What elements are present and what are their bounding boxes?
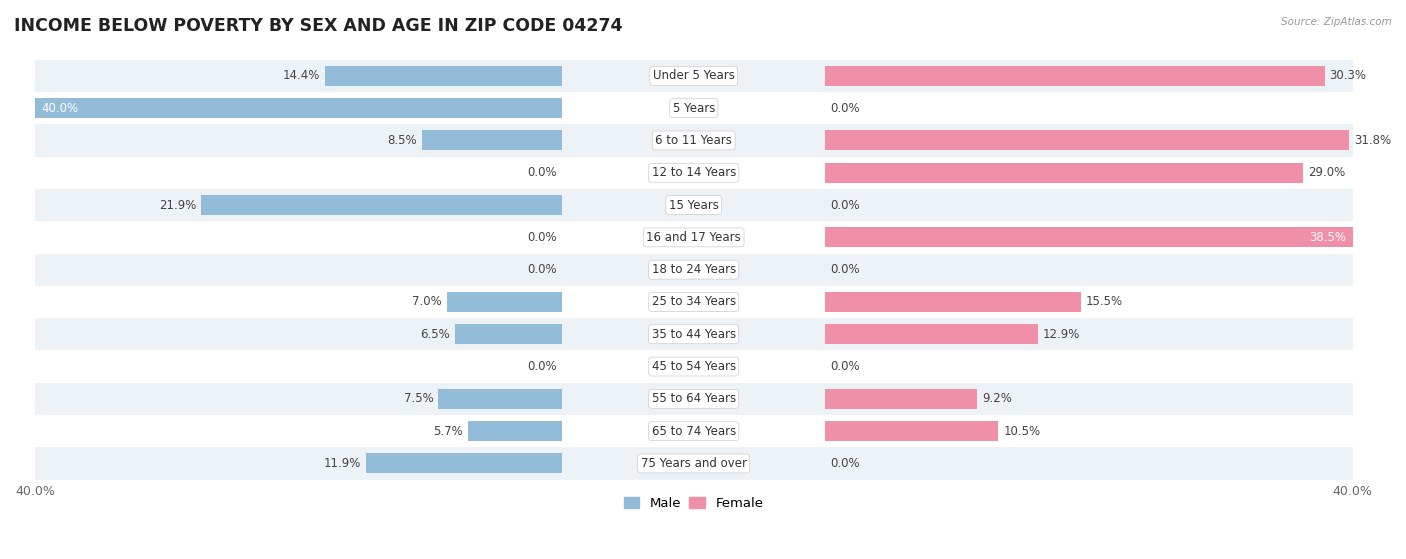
Text: 9.2%: 9.2% bbox=[981, 392, 1012, 405]
Text: 0.0%: 0.0% bbox=[831, 102, 860, 115]
Bar bbox=[447, 292, 562, 312]
Text: INCOME BELOW POVERTY BY SEX AND AGE IN ZIP CODE 04274: INCOME BELOW POVERTY BY SEX AND AGE IN Z… bbox=[14, 17, 623, 35]
Bar bbox=[825, 130, 1350, 150]
Text: 12 to 14 Years: 12 to 14 Years bbox=[651, 166, 735, 179]
Bar bbox=[825, 292, 1081, 312]
Text: 45 to 54 Years: 45 to 54 Years bbox=[651, 360, 735, 373]
Text: 35 to 44 Years: 35 to 44 Years bbox=[651, 328, 735, 341]
Text: 18 to 24 Years: 18 to 24 Years bbox=[651, 263, 735, 276]
Bar bbox=[825, 324, 1038, 344]
Bar bbox=[35, 318, 1353, 350]
Text: 0.0%: 0.0% bbox=[831, 263, 860, 276]
Text: 12.9%: 12.9% bbox=[1043, 328, 1080, 341]
Bar bbox=[825, 228, 1406, 248]
Text: 25 to 34 Years: 25 to 34 Years bbox=[651, 296, 735, 309]
Text: 15 Years: 15 Years bbox=[669, 198, 718, 211]
Bar bbox=[35, 447, 1353, 480]
Bar bbox=[35, 92, 1353, 124]
Text: 10.5%: 10.5% bbox=[1004, 425, 1040, 438]
Bar bbox=[825, 163, 1303, 183]
Text: 0.0%: 0.0% bbox=[527, 360, 557, 373]
Text: 7.5%: 7.5% bbox=[404, 392, 433, 405]
Bar bbox=[439, 389, 562, 409]
Text: 0.0%: 0.0% bbox=[527, 231, 557, 244]
Bar bbox=[35, 157, 1353, 189]
Text: 55 to 64 Years: 55 to 64 Years bbox=[651, 392, 735, 405]
Text: 11.9%: 11.9% bbox=[323, 457, 361, 470]
Bar bbox=[35, 124, 1353, 157]
Bar bbox=[35, 189, 1353, 221]
Bar bbox=[35, 415, 1353, 447]
Text: 38.5%: 38.5% bbox=[1309, 231, 1346, 244]
Text: 65 to 74 Years: 65 to 74 Years bbox=[651, 425, 735, 438]
Text: 31.8%: 31.8% bbox=[1354, 134, 1392, 147]
Text: 5.7%: 5.7% bbox=[433, 425, 463, 438]
Bar bbox=[201, 195, 562, 215]
Bar bbox=[35, 254, 1353, 286]
Bar bbox=[422, 130, 562, 150]
Text: 14.4%: 14.4% bbox=[283, 69, 319, 82]
Bar bbox=[366, 453, 562, 473]
Text: 0.0%: 0.0% bbox=[527, 166, 557, 179]
Text: 21.9%: 21.9% bbox=[159, 198, 197, 211]
Bar bbox=[0, 98, 562, 118]
Text: 0.0%: 0.0% bbox=[831, 360, 860, 373]
Text: 0.0%: 0.0% bbox=[527, 263, 557, 276]
Text: 75 Years and over: 75 Years and over bbox=[641, 457, 747, 470]
Bar bbox=[825, 66, 1324, 86]
Text: 6.5%: 6.5% bbox=[420, 328, 450, 341]
Text: 6 to 11 Years: 6 to 11 Years bbox=[655, 134, 733, 147]
Bar bbox=[35, 60, 1353, 92]
Bar bbox=[325, 66, 562, 86]
Bar bbox=[35, 286, 1353, 318]
Bar bbox=[468, 421, 562, 441]
Text: Source: ZipAtlas.com: Source: ZipAtlas.com bbox=[1281, 17, 1392, 27]
Text: 7.0%: 7.0% bbox=[412, 296, 441, 309]
Bar bbox=[456, 324, 562, 344]
Text: 29.0%: 29.0% bbox=[1308, 166, 1346, 179]
Legend: Male, Female: Male, Female bbox=[619, 491, 769, 515]
Bar bbox=[35, 221, 1353, 254]
Text: 8.5%: 8.5% bbox=[388, 134, 418, 147]
Text: 15.5%: 15.5% bbox=[1085, 296, 1123, 309]
Text: 5 Years: 5 Years bbox=[672, 102, 714, 115]
Bar bbox=[825, 421, 998, 441]
Text: 40.0%: 40.0% bbox=[42, 102, 79, 115]
Text: 30.3%: 30.3% bbox=[1330, 69, 1367, 82]
Bar bbox=[35, 350, 1353, 383]
Bar bbox=[825, 389, 977, 409]
Text: Under 5 Years: Under 5 Years bbox=[652, 69, 735, 82]
Text: 0.0%: 0.0% bbox=[831, 198, 860, 211]
Bar bbox=[35, 383, 1353, 415]
Text: 16 and 17 Years: 16 and 17 Years bbox=[647, 231, 741, 244]
Text: 0.0%: 0.0% bbox=[831, 457, 860, 470]
